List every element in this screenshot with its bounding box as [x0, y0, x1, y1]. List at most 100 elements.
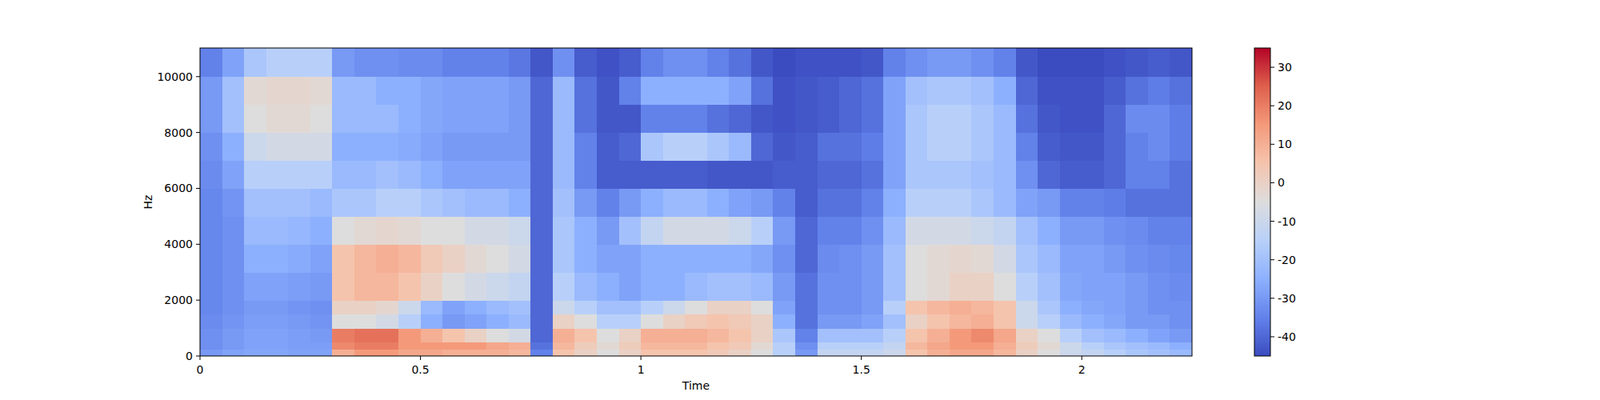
cell [486, 328, 509, 343]
cell [266, 272, 289, 301]
cell [200, 328, 223, 343]
cell [795, 348, 818, 356]
cell [619, 216, 642, 245]
cell [728, 104, 752, 134]
cell [1125, 272, 1148, 301]
cell [971, 160, 994, 190]
cell [751, 48, 774, 77]
cell [1081, 76, 1104, 106]
cell [751, 342, 774, 350]
cell [508, 104, 532, 134]
y-tick-label: 0 [185, 349, 193, 363]
cell [1104, 342, 1127, 350]
cell [640, 160, 664, 190]
cell [728, 48, 752, 77]
cell [707, 48, 730, 77]
cell [663, 300, 686, 315]
cell [839, 342, 862, 350]
cell [376, 188, 399, 217]
cell [288, 328, 311, 343]
cell [663, 160, 686, 190]
cell [1148, 216, 1171, 245]
cell [354, 104, 377, 134]
cell [839, 104, 862, 134]
cell [288, 244, 311, 273]
cell [619, 132, 642, 162]
cell [1016, 216, 1039, 245]
cell [1081, 188, 1104, 217]
cell [905, 216, 928, 245]
cell [1125, 300, 1148, 315]
cell [486, 76, 509, 106]
cell [1169, 300, 1192, 315]
cell [817, 348, 840, 356]
cell [310, 328, 333, 343]
cell [574, 216, 597, 245]
cell [927, 104, 950, 134]
x-tick [1081, 356, 1083, 360]
cell [310, 104, 333, 134]
cell [200, 188, 223, 217]
cell [508, 272, 532, 301]
cell [486, 132, 509, 162]
colorbar-tick [1270, 297, 1275, 299]
y-tick-label: 6000 [164, 181, 193, 195]
cell [266, 244, 289, 273]
cell [332, 132, 355, 162]
cell [684, 348, 708, 356]
cell [288, 160, 311, 190]
cell [619, 244, 642, 273]
cell [200, 272, 223, 301]
cell [420, 300, 444, 315]
cell [971, 104, 994, 134]
cell [244, 300, 267, 315]
cell [1104, 348, 1127, 356]
cell [442, 328, 465, 343]
cell [552, 348, 576, 356]
cell [861, 216, 884, 245]
cell [619, 76, 642, 106]
cell [927, 328, 950, 343]
cell [596, 244, 620, 273]
cell [861, 160, 884, 190]
cell [772, 348, 796, 356]
cell [552, 132, 576, 162]
cell [420, 132, 444, 162]
cell [530, 160, 553, 190]
cell [508, 160, 532, 190]
cell [266, 76, 289, 106]
cell [574, 300, 597, 315]
cell [288, 48, 311, 77]
cell [552, 76, 576, 106]
cell [288, 314, 311, 329]
cell [751, 348, 774, 356]
cell [310, 160, 333, 190]
cell [1016, 328, 1039, 343]
cell [949, 216, 972, 245]
cell [795, 188, 818, 217]
cell [310, 188, 333, 217]
cell [772, 342, 796, 350]
cell [1104, 300, 1127, 315]
cell [1104, 76, 1127, 106]
cell [839, 300, 862, 315]
cell [927, 160, 950, 190]
cell [707, 272, 730, 301]
colorbar-tick-label: 10 [1277, 137, 1292, 151]
colorbar-tick-label: 0 [1277, 176, 1285, 189]
cell [420, 104, 444, 134]
cell [707, 314, 730, 329]
cell [619, 160, 642, 190]
cell [905, 48, 928, 77]
cell [993, 188, 1016, 217]
cell [817, 342, 840, 350]
cell [905, 76, 928, 106]
cell [200, 300, 223, 315]
cell [993, 216, 1016, 245]
cell [464, 328, 488, 343]
cell [1104, 314, 1127, 329]
cell [420, 216, 444, 245]
cell [222, 328, 245, 343]
cell [905, 314, 928, 329]
cell [464, 188, 488, 217]
